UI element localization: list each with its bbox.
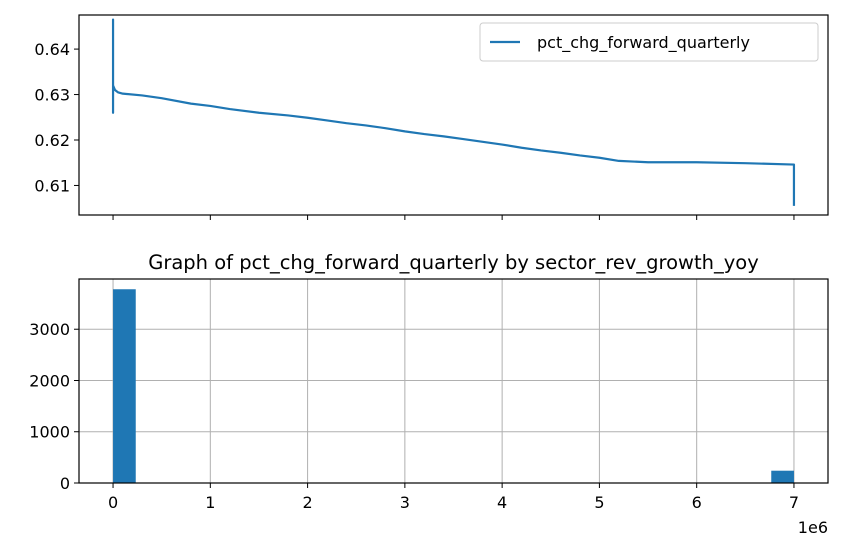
bottom-histogram-chart: Graph of pct_chg_forward_quarterly by se… bbox=[29, 251, 829, 537]
bottom-y-tick-label: 2000 bbox=[29, 371, 70, 390]
bottom-x-tick-label: 0 bbox=[108, 493, 118, 512]
bottom-x-tick-label: 7 bbox=[789, 493, 799, 512]
histogram-bar-0 bbox=[113, 289, 136, 483]
bottom-x-tick-label: 2 bbox=[302, 493, 312, 512]
bottom-x-tick-label: 6 bbox=[692, 493, 702, 512]
bottom-y-tick-label: 0 bbox=[60, 474, 70, 493]
top-y-tick-label: 0.62 bbox=[34, 131, 70, 150]
bottom-x-tick-label: 5 bbox=[594, 493, 604, 512]
bottom-axes-frame bbox=[78, 278, 829, 484]
bottom-x-tick-label: 4 bbox=[497, 493, 507, 512]
bottom-y-tick-label: 3000 bbox=[29, 320, 70, 339]
legend-entry-label: pct_chg_forward_quarterly bbox=[537, 33, 750, 53]
top-y-tick-label: 0.63 bbox=[34, 86, 70, 105]
top-y-tick-label: 0.64 bbox=[34, 40, 70, 59]
bottom-chart-title: Graph of pct_chg_forward_quarterly by se… bbox=[148, 251, 759, 274]
legend-box bbox=[479, 22, 819, 62]
bottom-x-tick-label: 3 bbox=[400, 493, 410, 512]
top-y-tick-label: 0.61 bbox=[34, 176, 70, 195]
bottom-ticks: 0 1 2 3 4 5 6 7 0 1000 2000 3000 bbox=[29, 320, 799, 512]
bottom-y-tick-label: 1000 bbox=[29, 423, 70, 442]
top-line-chart: 0.61 0.62 0.63 0.64 pct_chg_forward_quarter… bbox=[34, 14, 829, 220]
series-line-pct-chg-forward-quarterly bbox=[111, 18, 796, 206]
top-axes-frame bbox=[78, 14, 829, 216]
top-legend: pct_chg_forward_quarterly bbox=[479, 22, 819, 62]
top-ticks: 0.61 0.62 0.63 0.64 bbox=[34, 40, 795, 220]
x-axis-offset-label: 1e6 bbox=[798, 518, 828, 537]
bottom-x-tick-label: 1 bbox=[205, 493, 215, 512]
top-series-layer bbox=[111, 18, 796, 206]
bottom-bars-layer bbox=[113, 289, 794, 483]
histogram-bar-1 bbox=[771, 470, 794, 483]
